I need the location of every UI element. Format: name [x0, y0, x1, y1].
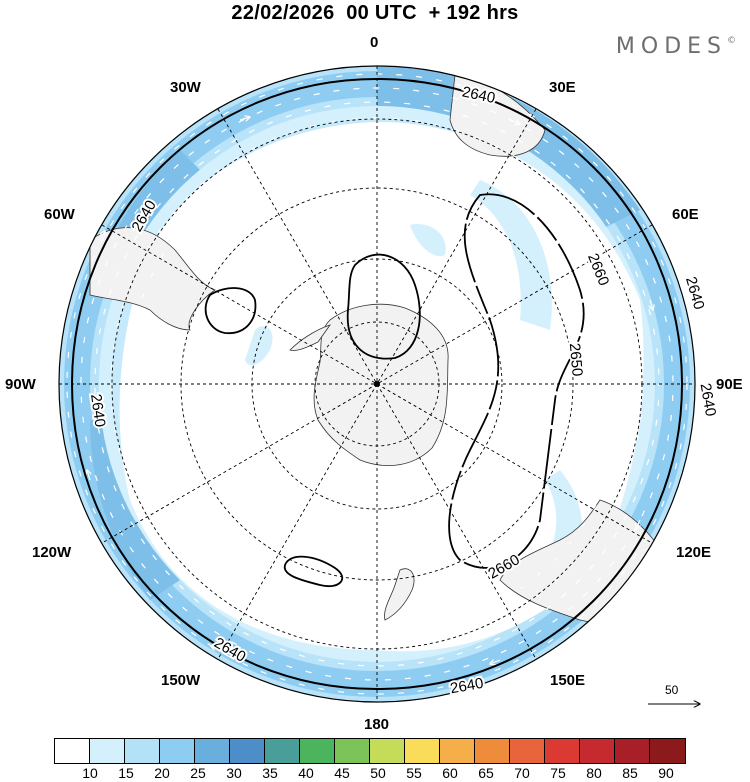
colorbar-segment	[90, 739, 125, 763]
lon-label-150w: 150W	[161, 672, 201, 689]
lon-label-150e: 150E	[550, 672, 586, 689]
contour-2660-south	[283, 555, 344, 588]
colorbar-tick-label: 10	[82, 765, 98, 781]
colorbar-tick-label: 35	[262, 765, 278, 781]
colorbar-tick-label: 40	[298, 765, 314, 781]
lon-label-30e: 30E	[549, 79, 576, 96]
colorbar	[54, 738, 686, 764]
contour-label-2650: 2650	[566, 342, 586, 377]
colorbar-segment	[230, 739, 265, 763]
colorbar-segment	[300, 739, 335, 763]
south-america	[89, 227, 216, 331]
colorbar-segment	[335, 739, 370, 763]
new-zealand	[384, 568, 415, 621]
colorbar-segment	[125, 739, 160, 763]
lon-label-180: 180	[364, 716, 390, 733]
colorbar-segment	[265, 739, 300, 763]
copyright-mark: ©	[727, 36, 736, 46]
colorbar-tick-label: 60	[442, 765, 458, 781]
colorbar-tick-label: 80	[586, 765, 602, 781]
antarctic-peninsula	[289, 324, 332, 351]
antarctica	[313, 303, 449, 466]
colorbar-tick-label: 55	[406, 765, 422, 781]
south-pole-dot	[374, 381, 380, 387]
colorbar-segment	[160, 739, 195, 763]
colorbar-segment	[615, 739, 650, 763]
contour-2640	[70, 77, 684, 691]
colorbar-segment	[580, 739, 615, 763]
colorbar-tick-label: 70	[514, 765, 530, 781]
colorbar-tick-label: 25	[190, 765, 206, 781]
colorbar-segment	[405, 739, 440, 763]
contour-2660-ring	[448, 193, 585, 569]
map-border	[58, 65, 696, 703]
colorbar-tick-label: 20	[154, 765, 170, 781]
colorbar-segment	[650, 739, 685, 763]
colorbar-segment	[370, 739, 405, 763]
height-contours	[58, 65, 696, 703]
contour-2660-peninsula	[204, 287, 257, 334]
colorbar-tick-label: 85	[622, 765, 638, 781]
colorbar-segment	[475, 739, 510, 763]
lon-label-90e: 90E	[716, 376, 743, 393]
colorbar-segment	[55, 739, 90, 763]
colorbar-tick-label: 90	[658, 765, 674, 781]
colorbar-segment	[545, 739, 580, 763]
lon-label-0: 0	[370, 34, 379, 51]
colorbar-segment	[440, 739, 475, 763]
colorbar-tick-label: 30	[226, 765, 242, 781]
lon-label-60w: 60W	[44, 206, 75, 223]
map-title: 22/02/2026 00 UTC + 192 hrs	[231, 2, 519, 24]
colorbar-tick-label: 75	[550, 765, 566, 781]
colorbar-segment	[195, 739, 230, 763]
colorbar-tick-label: 45	[334, 765, 350, 781]
colorbar-tick-label: 15	[118, 765, 134, 781]
lon-label-120e: 120E	[676, 544, 712, 561]
colorbar-tick-label: 50	[370, 765, 386, 781]
reference-vector-value: 50	[665, 683, 679, 697]
colorbar-ticks: 10 15 20 25 30 35 40 45 50 55 60 65 70 75 80 85 90	[54, 765, 702, 781]
lon-label-30w: 30W	[170, 79, 201, 96]
lon-label-60e: 60E	[672, 206, 699, 223]
modes-logo: MODES©	[616, 34, 736, 59]
contour-2660-pole	[346, 253, 421, 360]
brand-name: MODES	[615, 34, 727, 59]
lon-label-120w: 120W	[32, 544, 72, 561]
colorbar-segment	[510, 739, 545, 763]
lon-label-90w: 90W	[5, 376, 36, 393]
colorbar-tick-label: 65	[478, 765, 494, 781]
